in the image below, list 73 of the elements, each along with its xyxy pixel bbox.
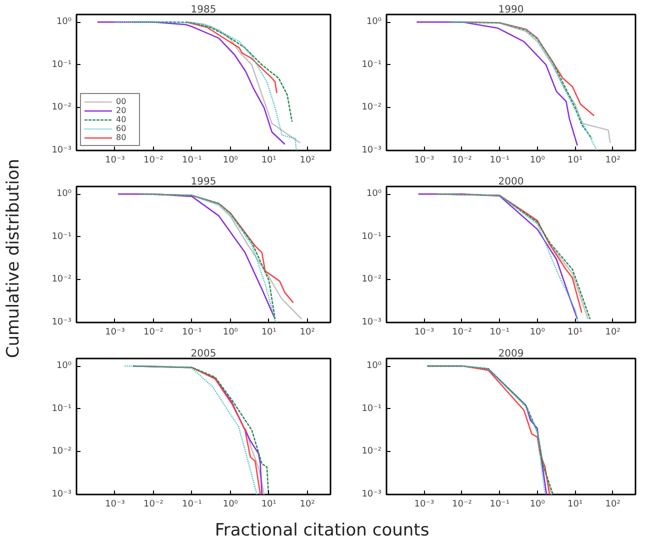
y-tick-label: 10⁻¹ bbox=[362, 404, 382, 414]
x-tick-label: 10⁰ bbox=[222, 328, 238, 338]
y-tick-label: 10⁻³ bbox=[52, 490, 72, 500]
legend-label: 40 bbox=[116, 115, 128, 124]
x-tick-label: 10⁻³ bbox=[105, 328, 126, 338]
y-tick-label: 10⁻¹ bbox=[362, 60, 382, 70]
y-tick-label: 10⁰ bbox=[56, 17, 72, 28]
x-tick-label: 10² bbox=[605, 156, 621, 166]
y-tick-label: 10⁻¹ bbox=[362, 232, 382, 242]
chart-title: 1995 bbox=[190, 176, 216, 188]
x-tick-label: 10¹ bbox=[568, 500, 583, 510]
x-tick-label: 10⁻³ bbox=[105, 156, 126, 166]
y-tick-label: 10⁻³ bbox=[362, 318, 382, 328]
x-tick-label: 10⁻² bbox=[452, 500, 472, 510]
y-tick-label: 10⁰ bbox=[56, 361, 72, 372]
x-tick-label: 10⁻³ bbox=[414, 156, 435, 166]
y-tick-label: 10⁻³ bbox=[362, 490, 382, 500]
y-tick-label: 10⁰ bbox=[56, 189, 72, 200]
x-tick-label: 10² bbox=[300, 328, 316, 338]
x-tick-label: 10⁻¹ bbox=[490, 328, 510, 338]
x-tick-label: 10⁻¹ bbox=[182, 500, 202, 510]
x-tick-label: 10¹ bbox=[261, 500, 277, 510]
chart-title: 2009 bbox=[498, 348, 524, 360]
x-tick-label: 10⁰ bbox=[530, 500, 546, 510]
y-tick-label: 10⁰ bbox=[366, 189, 382, 200]
x-tick-label: 10⁻¹ bbox=[182, 156, 202, 166]
x-tick-label: 10⁻³ bbox=[414, 328, 435, 338]
y-tick-label: 10⁻³ bbox=[52, 146, 72, 156]
x-tick-label: 10⁻¹ bbox=[490, 500, 510, 510]
x-tick-label: 10² bbox=[300, 500, 316, 510]
y-axis-title: Cumulative distribution bbox=[4, 158, 24, 358]
chart-title: 2000 bbox=[498, 176, 524, 188]
x-tick-label: 10⁻¹ bbox=[182, 328, 202, 338]
x-tick-label: 10⁻³ bbox=[414, 500, 435, 510]
legend-label: 80 bbox=[116, 133, 128, 142]
y-tick-label: 10⁻² bbox=[362, 102, 382, 113]
x-tick-label: 10⁻² bbox=[144, 328, 164, 338]
x-tick-label: 10⁰ bbox=[222, 156, 238, 166]
chart-title: 2005 bbox=[190, 348, 216, 360]
x-tick-label: 10² bbox=[605, 500, 621, 510]
chart-title: 1985 bbox=[190, 4, 216, 16]
x-tick-label: 10⁻¹ bbox=[490, 156, 510, 166]
x-axis-title: Fractional citation counts bbox=[214, 520, 430, 540]
x-tick-label: 10¹ bbox=[261, 328, 277, 338]
x-tick-label: 10⁰ bbox=[530, 156, 546, 166]
y-tick-label: 10⁻³ bbox=[362, 146, 382, 156]
y-tick-label: 10⁻¹ bbox=[52, 404, 72, 414]
x-tick-label: 10¹ bbox=[568, 156, 583, 166]
x-tick-label: 10⁻² bbox=[452, 328, 472, 338]
y-tick-label: 10⁰ bbox=[366, 17, 382, 28]
y-tick-label: 10⁻¹ bbox=[52, 232, 72, 242]
y-tick-label: 10⁻² bbox=[52, 102, 72, 113]
legend-label: 20 bbox=[116, 106, 128, 115]
y-tick-label: 10⁻² bbox=[52, 446, 72, 457]
y-tick-label: 10⁻² bbox=[52, 274, 72, 285]
x-tick-label: 10² bbox=[300, 156, 316, 166]
x-tick-label: 10⁻² bbox=[144, 156, 164, 166]
x-tick-label: 10² bbox=[605, 328, 621, 338]
legend-label: 00 bbox=[116, 97, 128, 106]
y-tick-label: 10⁻³ bbox=[52, 318, 72, 328]
x-tick-label: 10¹ bbox=[568, 328, 583, 338]
y-tick-label: 10⁰ bbox=[366, 361, 382, 372]
x-tick-label: 10⁻² bbox=[144, 500, 164, 510]
x-tick-label: 10¹ bbox=[261, 156, 277, 166]
x-tick-label: 10⁻³ bbox=[105, 500, 126, 510]
x-tick-label: 10⁰ bbox=[222, 500, 238, 510]
y-tick-label: 10⁻² bbox=[362, 274, 382, 285]
legend-label: 60 bbox=[116, 124, 128, 133]
x-tick-label: 10⁰ bbox=[530, 328, 546, 338]
x-tick-label: 10⁻² bbox=[452, 156, 472, 166]
y-tick-label: 10⁻¹ bbox=[52, 60, 72, 70]
y-tick-label: 10⁻² bbox=[362, 446, 382, 457]
chart-title: 1990 bbox=[498, 4, 524, 16]
